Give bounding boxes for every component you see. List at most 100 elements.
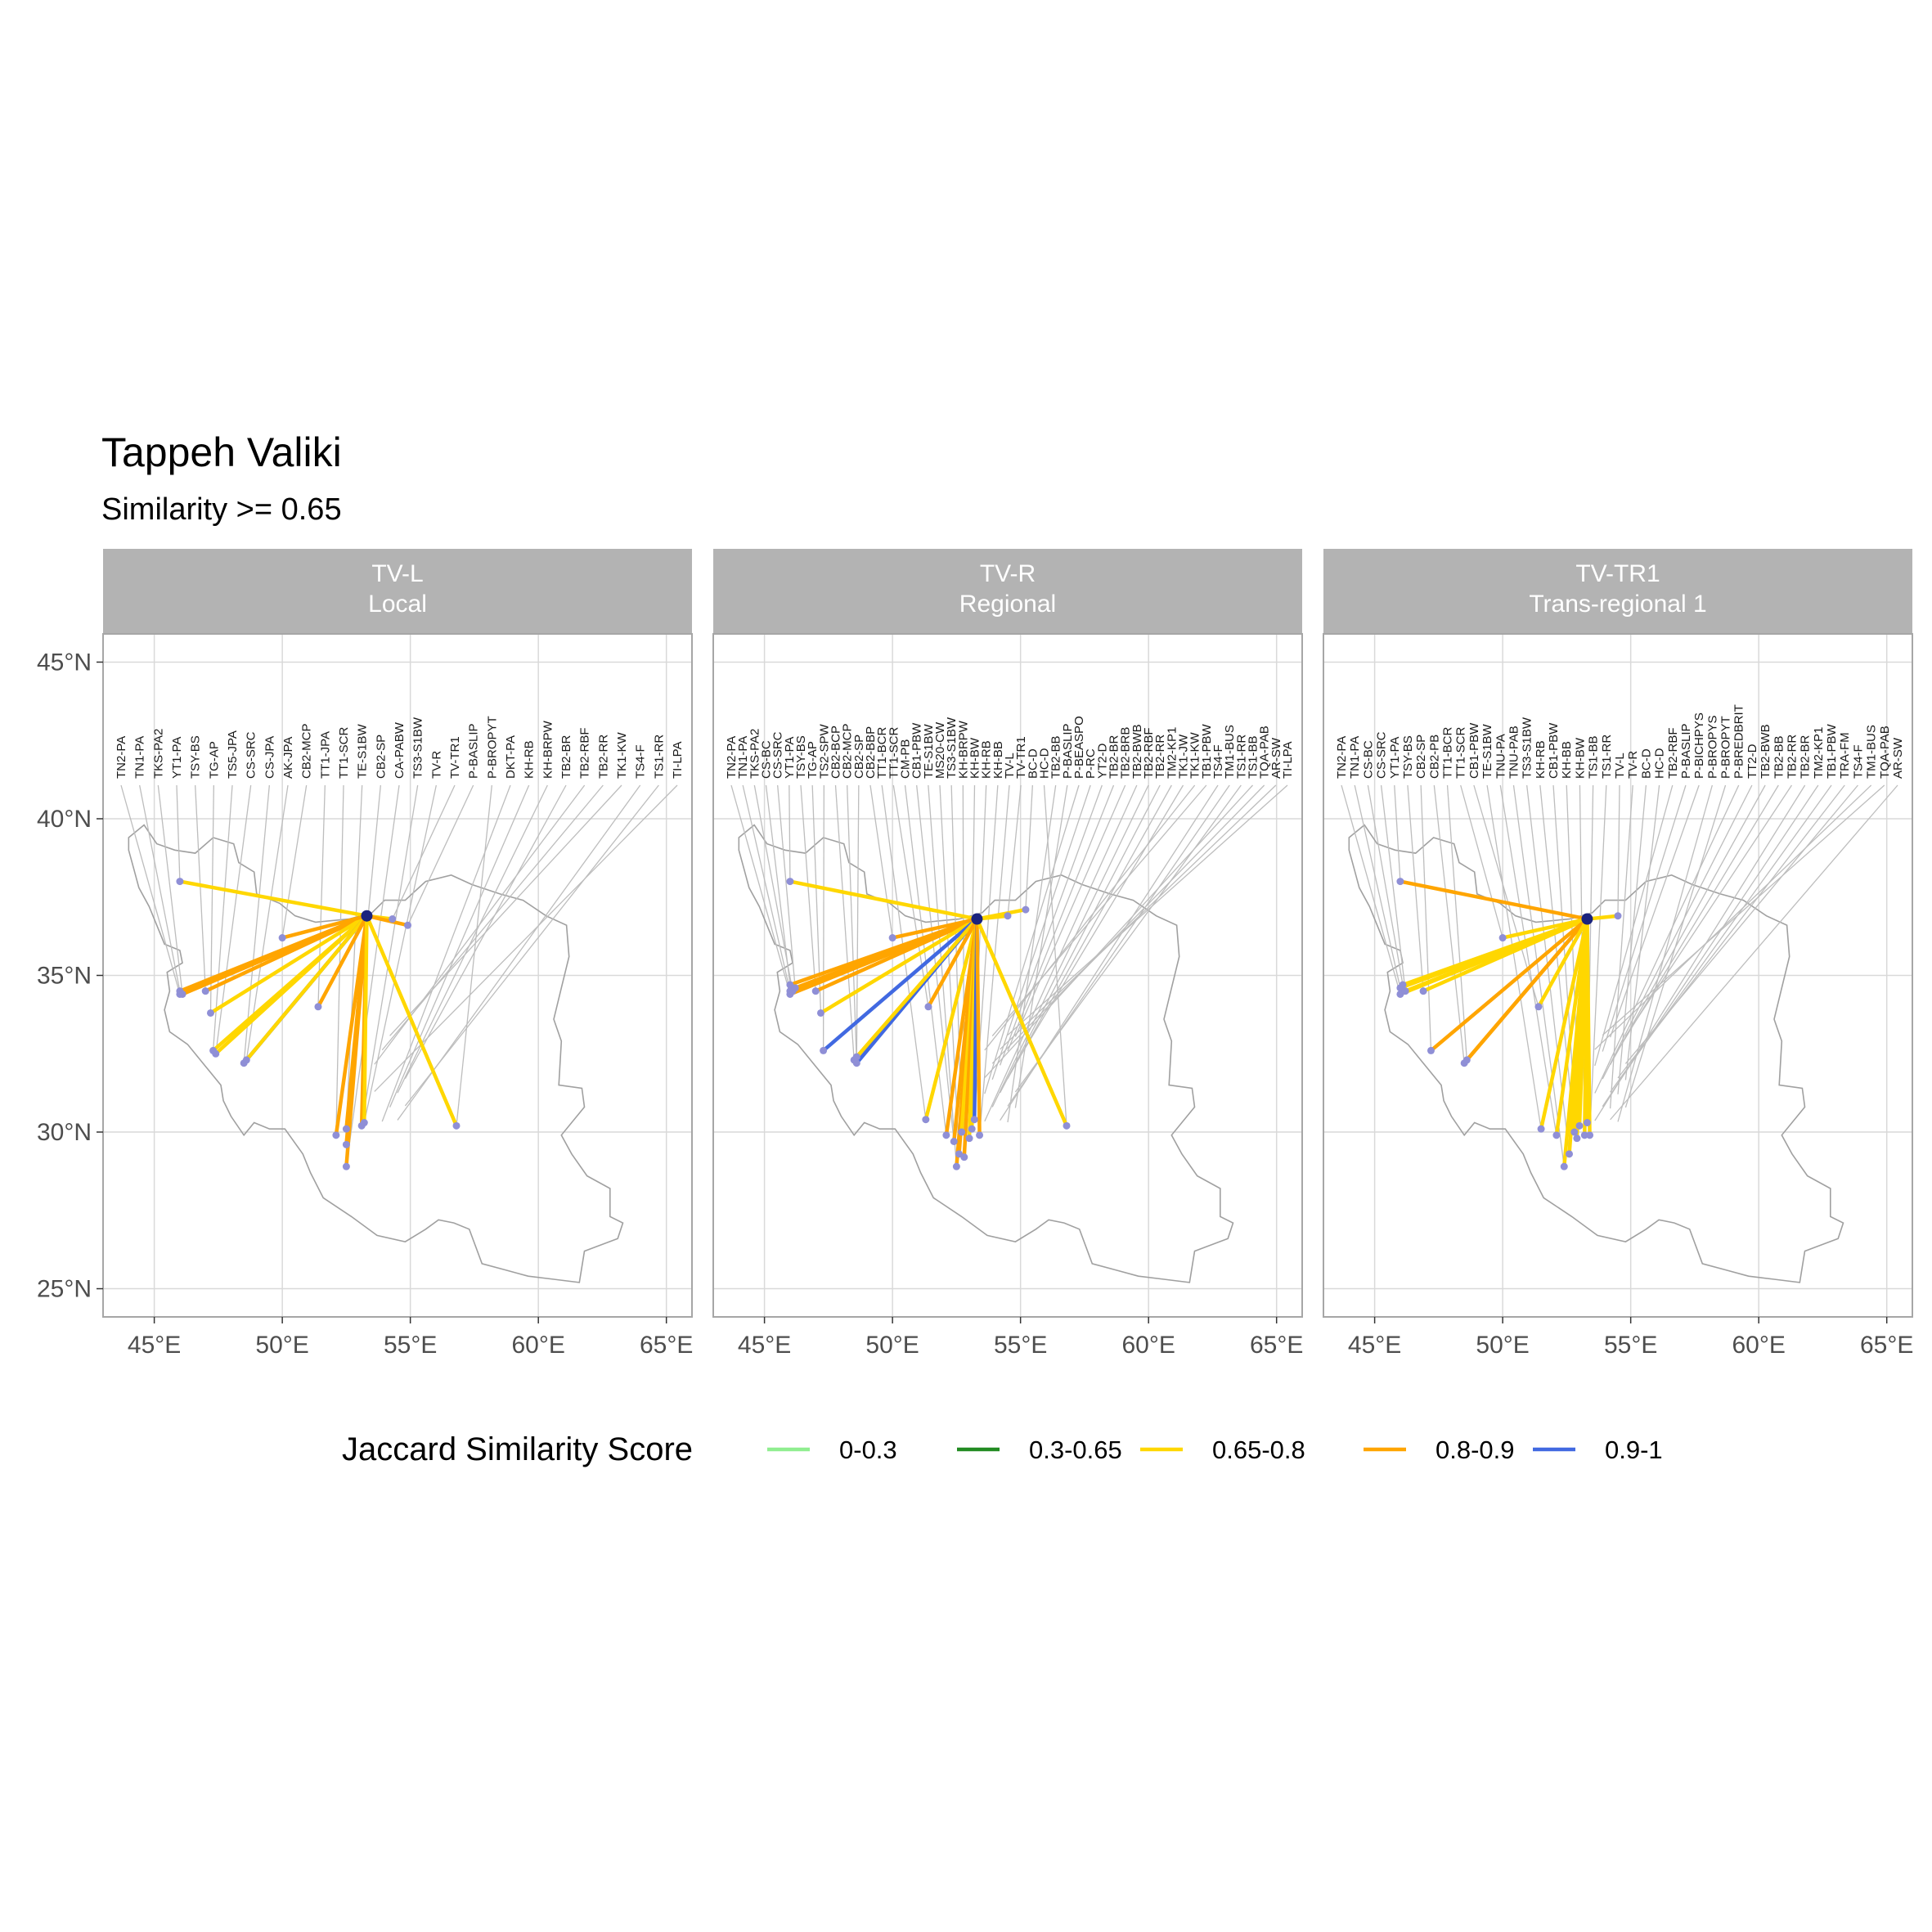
site-label: TN2-PA [1335, 736, 1349, 779]
site-label: TN1-PA [1348, 736, 1362, 779]
site-label: TKS-PA2 [151, 729, 165, 779]
similarity-link [1421, 917, 1589, 993]
leader-line [215, 784, 252, 1054]
leader-line [1499, 784, 1557, 1135]
similarity-link [344, 914, 369, 1169]
site-label: TV-L [1003, 753, 1017, 779]
site-point [950, 1138, 958, 1146]
leader-line [212, 784, 233, 1051]
site-label: TM2-KP1 [1812, 727, 1826, 779]
leader-line [1014, 784, 1184, 1065]
site-point [958, 1128, 966, 1136]
leader-line [381, 784, 604, 1051]
site-label: CB2-MCP [841, 723, 855, 779]
country-outline [1348, 824, 1844, 1283]
similarity-link [923, 917, 979, 1121]
similarity-link [821, 917, 979, 1053]
focal-site-marker [971, 913, 983, 925]
site-label: YT2-D [1095, 743, 1109, 779]
leader-line [317, 784, 326, 1007]
site-point [1560, 1162, 1568, 1170]
site-label: TE-S1BW [922, 723, 936, 779]
site-label: TB2-BR [1108, 735, 1121, 779]
site-point [852, 1059, 860, 1067]
x-tick-label: 60°E [1121, 1332, 1175, 1359]
similarity-link [926, 917, 979, 1009]
x-tick-label: 55°E [994, 1332, 1047, 1359]
site-label: TM2-KP1 [1165, 727, 1179, 779]
focal-site-marker [361, 910, 373, 922]
site-label: P-BROPYS [1705, 715, 1719, 779]
site-point [1396, 878, 1404, 886]
leader-line [834, 784, 855, 1060]
site-label: TB2-RBF [1666, 727, 1680, 779]
x-tick-label: 50°E [255, 1332, 308, 1359]
facet-strip-label: Local [368, 591, 427, 618]
site-label: TB1-PBW [1825, 723, 1839, 779]
site-label: TE-S1BW [1480, 723, 1494, 779]
leader-line [456, 784, 492, 1126]
site-points [176, 878, 461, 1170]
similarity-link [1500, 917, 1589, 940]
leader-line [345, 784, 363, 1130]
site-label: CB2-SP [374, 735, 388, 779]
site-label: TS4-F [1211, 744, 1225, 779]
legend-title: Jaccard Similarity Score [342, 1431, 693, 1467]
site-label: TN1-PA [736, 736, 750, 779]
site-label: TS1-BB [1247, 735, 1260, 779]
site-label: TV-L [1613, 753, 1627, 779]
facet-strip-code: TV-L [371, 560, 423, 587]
facet-strip-label: Regional [959, 591, 1056, 618]
leader-line [789, 784, 791, 882]
similarity-link [855, 917, 979, 1059]
leader-line [195, 784, 206, 991]
site-label: TB2-RR [1153, 735, 1167, 779]
similarity-link [177, 879, 369, 918]
leader-line [363, 784, 437, 1123]
site-point [360, 1119, 368, 1127]
site-point [786, 878, 794, 886]
site-label: DKT-PA [504, 735, 518, 779]
similarity-link [316, 914, 369, 1009]
leader-line [1025, 784, 1033, 910]
leader-line [984, 784, 1138, 1122]
plot-title: Tappeh Valiki [101, 429, 342, 475]
site-point [1427, 1046, 1435, 1054]
site-point [389, 915, 397, 923]
site-label: TS1-RR [1234, 735, 1248, 779]
leader-line [1624, 784, 1660, 1081]
leader-line [1007, 784, 1115, 1052]
site-label: P-RC [1084, 748, 1098, 779]
plot-subtitle: Similarity >= 0.65 [101, 492, 342, 527]
site-point [1534, 1003, 1543, 1011]
leader-line [1007, 784, 1022, 916]
country-outline [128, 824, 624, 1283]
site-label: P-BASLIP [467, 723, 481, 779]
site-label: CB2-PB [1427, 735, 1441, 779]
leader-line [892, 784, 929, 1007]
site-point [976, 1131, 984, 1139]
site-point [314, 1003, 322, 1011]
site-point [1462, 1056, 1471, 1064]
legend-label: 0.9-1 [1605, 1436, 1663, 1464]
site-label: CB2-SP [1414, 735, 1428, 779]
leader-line [389, 784, 622, 1036]
site-label: TB2-BR [559, 735, 573, 779]
site-label: TSY-BS [794, 735, 808, 779]
similarity-link [890, 917, 979, 940]
facet-strip-code: TV-TR1 [1575, 560, 1660, 587]
panel-1: TV-L Local TN2-PA TN1-PA TKS-PA2 YT1-PA TSY-BS… [37, 549, 693, 1359]
site-point [404, 921, 412, 929]
similarity-link [975, 907, 1028, 921]
site-label: TN2-PA [725, 736, 739, 779]
site-point [1419, 987, 1427, 995]
site-label: TT1-BCR [875, 727, 889, 780]
legend-label: 0-0.3 [839, 1436, 897, 1464]
site-label: KH-BRPW [956, 720, 970, 779]
site-point [1401, 987, 1409, 995]
leader-line [1594, 784, 1740, 1094]
site-point [1399, 981, 1407, 989]
similarity-link [280, 914, 369, 940]
leader-line [1380, 784, 1406, 991]
